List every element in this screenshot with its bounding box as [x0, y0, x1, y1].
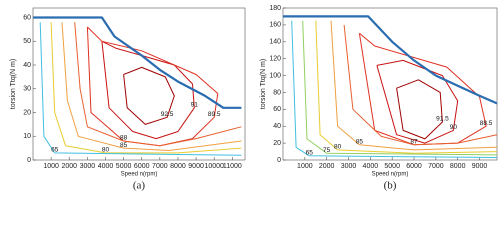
y-tick-label: 0	[277, 157, 281, 164]
x-tick-label: 4000	[98, 163, 114, 170]
torque-envelope	[33, 16, 242, 109]
contour-label: 88	[120, 135, 128, 142]
contour-label: 85	[120, 142, 128, 149]
y-tick-label: 60	[23, 14, 31, 21]
y-tick-label: 30	[23, 86, 31, 93]
y-tick-label: 100	[269, 72, 281, 79]
contour-line	[74, 22, 242, 147]
y-tick-label: 60	[273, 106, 281, 113]
contour-line	[330, 20, 498, 151]
contour-label: 91.5	[436, 116, 449, 123]
contour-label: 88.5	[480, 120, 493, 127]
contour-label: 80	[102, 147, 110, 154]
torque-envelope	[283, 15, 498, 105]
contour-line	[358, 32, 487, 146]
x-tick-label: 8000	[450, 163, 466, 170]
x-tick-label: 3000	[80, 163, 96, 170]
contour-label: 75	[323, 147, 331, 154]
contour-line	[50, 22, 242, 154]
x-tick-label: 1000	[297, 163, 313, 170]
caption: (a)	[133, 180, 146, 192]
contour-line	[343, 24, 498, 146]
x-tick-label: 5000	[384, 163, 400, 170]
y-tick-label: 10	[23, 133, 31, 140]
contour-label: 65	[51, 147, 59, 154]
contour-label: 87	[410, 139, 418, 146]
y-tick-label: 20	[273, 140, 281, 147]
contour-line	[123, 66, 175, 125]
contour-label: 91	[191, 101, 199, 108]
x-tick-label: 5000	[116, 163, 132, 170]
x-axis-label: Speed n(rpm)	[121, 172, 158, 178]
y-tick-label: 50	[23, 38, 31, 45]
x-tick-label: 8000	[170, 163, 186, 170]
x-tick-label: 9000	[472, 163, 488, 170]
plot-area	[32, 7, 246, 161]
y-tick-label: 120	[269, 56, 281, 63]
contour-line	[101, 40, 195, 140]
y-tick-label: 160	[269, 22, 281, 29]
y-axis-label: torsion Ttq(N m)	[260, 59, 267, 109]
contour-line	[86, 26, 219, 147]
y-tick-label: 140	[269, 39, 281, 46]
contour-label: 92.5	[161, 111, 174, 118]
y-tick-label: 80	[273, 89, 281, 96]
contour-label: 85	[356, 139, 364, 146]
contour-line	[376, 59, 459, 144]
x-tick-label: 2000	[319, 163, 335, 170]
contour-line	[61, 22, 242, 151]
y-tick-label: 0	[27, 157, 31, 164]
x-tick-label: 1000	[43, 163, 59, 170]
x-tick-label: 7000	[428, 163, 444, 170]
contour-label: 90	[450, 124, 458, 131]
contour-line	[302, 20, 498, 156]
contour-line	[291, 20, 498, 158]
x-tick-label: 6000	[134, 163, 150, 170]
x-tick-label: 6000	[406, 163, 422, 170]
contour-label: 89.5	[208, 111, 221, 118]
caption: (b)	[384, 180, 397, 192]
x-tick-label: 7000	[152, 163, 168, 170]
contour-label: 80	[334, 144, 342, 151]
x-tick-label: 3000	[341, 163, 357, 170]
x-tick-label: 11000	[223, 163, 242, 170]
x-tick-label: 10000	[204, 163, 224, 170]
x-tick-label: 2000	[61, 163, 77, 170]
y-tick-label: 20	[23, 109, 31, 116]
contour-line	[396, 79, 443, 140]
y-tick-label: 180	[269, 5, 281, 12]
x-tick-label: 4000	[363, 163, 379, 170]
y-tick-label: 40	[23, 62, 31, 69]
contour-line	[39, 22, 242, 156]
x-tick-label: 9000	[188, 163, 204, 170]
contour-line	[315, 20, 498, 154]
y-axis-label: torsion Ttq(N m)	[10, 59, 17, 109]
y-tick-label: 40	[273, 123, 281, 130]
x-axis-label: Speed n(rpm)	[372, 172, 409, 178]
contour-label: 65	[306, 149, 314, 156]
